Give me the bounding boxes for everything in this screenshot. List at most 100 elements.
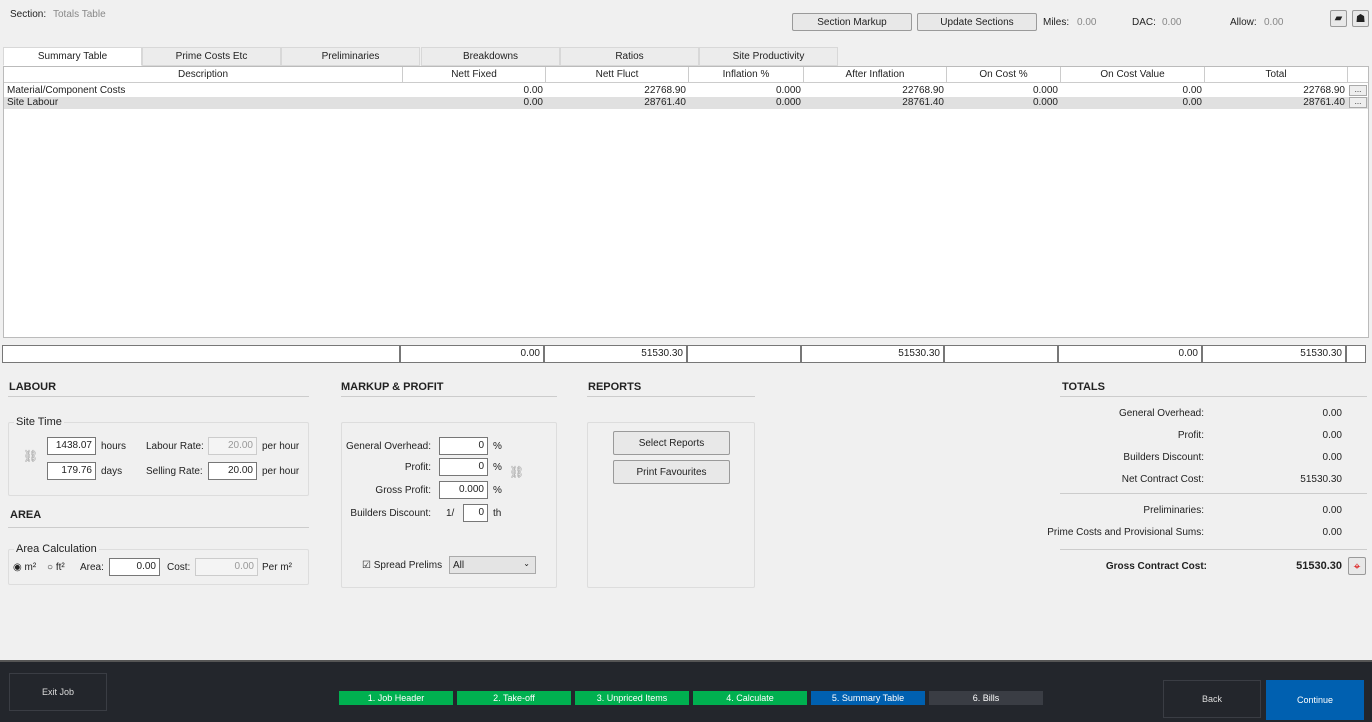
exit-job-button[interactable]: Exit Job (9, 673, 107, 711)
totals-label: Prime Costs and Provisional Sums: (1047, 527, 1204, 538)
totals-value: 0.00 (1322, 505, 1342, 516)
print-favourites-button[interactable]: Print Favourites (613, 460, 730, 484)
tab-breakdowns[interactable]: Breakdowns (421, 47, 560, 66)
gross-contract-value: 51530.30 (1296, 560, 1342, 572)
totals-value: 51530.30 (1300, 474, 1342, 485)
table-cell: 22768.90 (902, 85, 944, 96)
discount-suffix: th (493, 508, 502, 519)
spread-prelims-label: Spread Prelims (373, 560, 443, 571)
link-icon[interactable]: ⛓ (23, 449, 39, 463)
dac-label: DAC: (1132, 17, 1156, 28)
table-cell: 0.000 (1032, 97, 1058, 108)
total-cell: 51530.30 (1202, 345, 1346, 363)
labour-rate-input: 20.00 (208, 437, 257, 455)
spread-prelims-checkbox[interactable]: ☑ Spread Prelims (362, 560, 443, 571)
profit-input[interactable]: 0 (439, 458, 488, 476)
m2-radio[interactable]: ◉ m² (13, 562, 37, 573)
row-details-button[interactable]: ... (1349, 97, 1367, 108)
ft2-radio[interactable]: ○ ft² (47, 562, 65, 573)
area-input[interactable]: 0.00 (109, 558, 160, 576)
per-hour-label: per hour (262, 466, 300, 477)
allow-label: Allow: (1230, 17, 1257, 28)
section-label: Section: (10, 9, 47, 20)
column-header[interactable]: Nett Fluct (546, 67, 689, 82)
table-row[interactable]: Material/Component Costs 0.00 22768.90 0.00… (4, 85, 1368, 97)
step-3[interactable]: 3. Unpriced Items (575, 691, 689, 705)
total-cell: 0.00 (400, 345, 544, 363)
total-cell (944, 345, 1058, 363)
step-6[interactable]: 6. Bills (929, 691, 1043, 705)
target-icon[interactable]: ⌖ (1348, 557, 1366, 575)
link-icon[interactable]: ⛓ (509, 465, 525, 479)
table-cell: 0.00 (523, 85, 543, 96)
reports-group (587, 422, 755, 588)
column-header[interactable]: Description (4, 67, 403, 82)
markup-group (341, 422, 557, 588)
tab-summary-table[interactable]: Summary Table (3, 47, 142, 66)
table-cell: 0.000 (1032, 85, 1058, 96)
m2-label: m² (24, 562, 37, 573)
totals-value: 0.00 (1322, 527, 1342, 538)
miles-value: 0.00 (1077, 17, 1097, 28)
dac-value: 0.00 (1162, 17, 1182, 28)
totals-label: Net Contract Cost: (1121, 474, 1204, 485)
tab-ratios[interactable]: Ratios (560, 47, 699, 66)
markup-title: MARKUP & PROFIT (341, 381, 444, 393)
totals-label: Builders Discount: (1123, 452, 1204, 463)
column-header[interactable]: Nett Fixed (403, 67, 546, 82)
cost-label: Cost: (167, 562, 191, 573)
totals-value: 0.00 (1322, 452, 1342, 463)
allow-value: 0.00 (1264, 17, 1284, 28)
chevron-down-icon: ⌄ (523, 559, 530, 568)
continue-button[interactable]: Continue (1266, 680, 1364, 720)
reports-title: REPORTS (588, 381, 642, 393)
tab-preliminaries[interactable]: Preliminaries (281, 47, 420, 66)
total-cell (2, 345, 400, 363)
table-cell: 0.00 (1182, 85, 1202, 96)
tab-prime-costs-etc[interactable]: Prime Costs Etc (142, 47, 281, 66)
folder-icon[interactable]: ▰ (1330, 10, 1347, 27)
miles-label: Miles: (1043, 17, 1070, 28)
selling-rate-input[interactable]: 20.00 (208, 462, 257, 480)
step-4[interactable]: 4. Calculate (693, 691, 807, 705)
section-markup-button[interactable]: Section Markup (792, 13, 912, 31)
labour-rate-label: Labour Rate: (146, 441, 204, 452)
column-header[interactable]: On Cost % (947, 67, 1061, 82)
tab-site-productivity[interactable]: Site Productivity (699, 47, 838, 66)
column-header[interactable]: On Cost Value (1061, 67, 1205, 82)
hours-input[interactable]: 1438.07 (47, 437, 96, 455)
totals-label: General Overhead: (1118, 408, 1204, 419)
table-row[interactable]: Site Labour 0.00 28761.40 0.000 28761.40 0.00… (4, 97, 1368, 109)
select-reports-button[interactable]: Select Reports (613, 431, 730, 455)
gross-profit-input[interactable]: 0.000 (439, 481, 488, 499)
step-1[interactable]: 1. Job Header (339, 691, 453, 705)
user-icon[interactable]: ☗ (1352, 10, 1369, 27)
labour-title: LABOUR (9, 381, 57, 393)
pct: % (493, 462, 502, 473)
table-cell: 0.000 (775, 85, 801, 96)
step-5[interactable]: 5. Summary Table (811, 691, 925, 705)
days-input[interactable]: 179.76 (47, 462, 96, 480)
site-time-group (8, 422, 309, 496)
per-hour-label: per hour (262, 441, 300, 452)
cost-input: 0.00 (195, 558, 258, 576)
footer-bar: Exit Job 1. Job Header 2. Take-off 3. Unpr… (0, 660, 1372, 722)
back-button[interactable]: Back (1163, 680, 1261, 718)
column-header[interactable]: Inflation % (689, 67, 804, 82)
column-header[interactable]: Total (1205, 67, 1348, 82)
discount-label: Builders Discount: (350, 508, 431, 519)
overhead-input[interactable]: 0 (439, 437, 488, 455)
column-header[interactable]: After Inflation (804, 67, 947, 82)
area-label: Area: (80, 562, 104, 573)
ft2-label: ft² (55, 562, 65, 573)
step-2[interactable]: 2. Take-off (457, 691, 571, 705)
update-sections-button[interactable]: Update Sections (917, 13, 1037, 31)
spread-prelims-select[interactable]: All ⌄ (449, 556, 536, 574)
select-value: All (453, 560, 465, 571)
discount-input[interactable]: 0 (463, 504, 488, 522)
table-cell: 0.000 (775, 97, 801, 108)
row-details-button[interactable]: ... (1349, 85, 1367, 96)
totals-value: 0.00 (1322, 430, 1342, 441)
section-value: Totals Table (53, 9, 106, 20)
profit-label: Profit: (404, 462, 431, 473)
